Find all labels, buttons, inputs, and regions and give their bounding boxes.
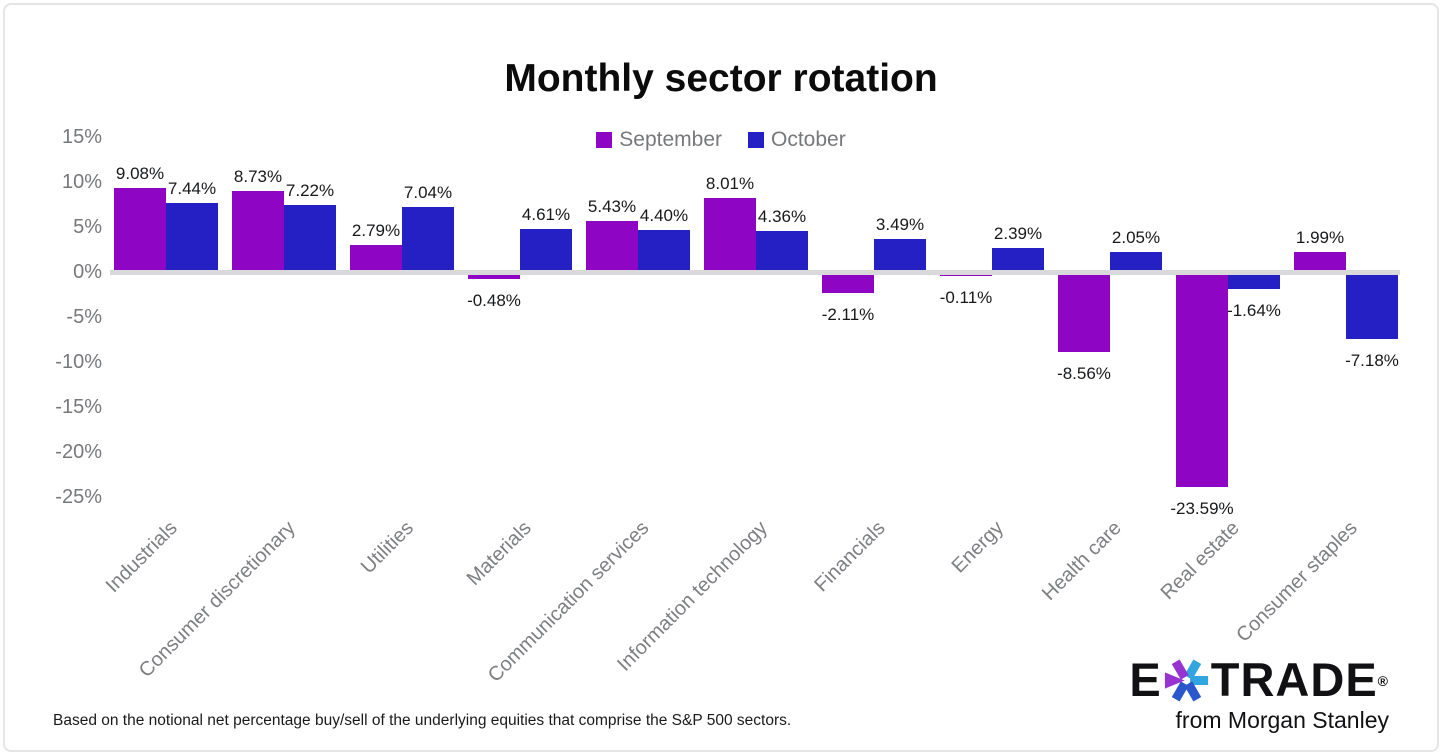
legend: September October (5, 128, 1437, 152)
bar-october-real-estate (1228, 274, 1280, 290)
bar-september-energy (940, 274, 992, 276)
category-label-consumer-staples: Consumer staples (1232, 517, 1362, 647)
value-label-october-utilities: 7.04% (403, 182, 453, 202)
chart-card: Monthly sector rotation September Octobe… (3, 3, 1439, 752)
legend-label-october: October (771, 128, 846, 151)
category-label-real-estate: Real estate (1156, 517, 1244, 605)
value-label-october-industrials: 7.44% (167, 179, 217, 199)
bar-september-industrials (114, 188, 166, 270)
brand-word-trade: TRADE (1210, 653, 1378, 706)
legend-label-september: September (619, 128, 723, 151)
bar-september-materials (468, 274, 520, 279)
value-label-october-energy: 2.39% (993, 224, 1043, 244)
brand-logo: E TRADE ® from Morgan Stanley (1129, 655, 1389, 734)
value-label-october-financials: 3.49% (875, 214, 925, 234)
bar-september-consumer-staples (1294, 252, 1346, 270)
footnote: Based on the notional net percentage buy… (53, 712, 792, 729)
bar-october-consumer-discretionary (284, 205, 336, 270)
bar-september-information-technology (704, 197, 756, 270)
y-axis-tick-label: -15% (55, 396, 102, 419)
bar-october-consumer-staples (1346, 274, 1398, 340)
value-label-october-consumer-staples: -7.18% (1345, 351, 1399, 371)
bar-september-utilities (350, 244, 402, 270)
registered-mark: ® (1377, 673, 1389, 689)
value-label-september-industrials: 9.08% (115, 164, 165, 184)
value-label-september-real-estate: -23.59% (1170, 498, 1234, 518)
bar-october-energy (992, 248, 1044, 270)
bar-september-consumer-discretionary (232, 191, 284, 270)
value-label-september-financials: -2.11% (821, 305, 875, 325)
etrade-asterisk-icon (1164, 659, 1208, 701)
category-label-industrials: Industrials (101, 517, 182, 598)
value-label-september-utilities: 2.79% (351, 220, 401, 240)
value-label-september-information-technology: 8.01% (705, 173, 755, 193)
value-label-october-real-estate: -1.64% (1227, 301, 1281, 321)
value-label-september-energy: -0.11% (939, 287, 993, 307)
brand-wordmark: E TRADE ® (1129, 655, 1389, 705)
plot-area: 15% 10% 5% 0% -5% -10% -15% -20% -25% 9.08% 7.44% I… (5, 5, 1437, 750)
value-label-october-materials: 4.61% (521, 204, 571, 224)
bar-september-real-estate (1176, 274, 1228, 487)
category-label-health-care: Health care (1037, 517, 1126, 605)
value-label-october-consumer-discretionary: 7.22% (285, 181, 335, 201)
y-axis-tick-label: 5% (73, 216, 102, 239)
bar-october-health-care (1110, 251, 1162, 270)
bar-october-utilities (402, 206, 454, 270)
bar-october-information-technology (756, 230, 808, 270)
brand-letter-e: E (1129, 653, 1162, 706)
y-axis-tick-label: 15% (61, 126, 102, 149)
y-axis-tick-label: 10% (61, 171, 102, 194)
category-label-utilities: Utilities (356, 517, 418, 579)
y-axis-tick-label: -20% (55, 441, 102, 464)
value-label-september-health-care: -8.56% (1057, 363, 1111, 383)
bar-october-materials (520, 228, 572, 270)
chart-title: Monthly sector rotation (504, 57, 938, 100)
y-axis-tick-label: -10% (55, 351, 102, 374)
bar-september-communication-services (586, 221, 638, 270)
value-label-october-health-care: 2.05% (1111, 227, 1161, 247)
bar-october-industrials (166, 203, 218, 270)
value-label-october-communication-services: 4.40% (639, 206, 689, 226)
legend-item-october: October (748, 128, 846, 152)
bar-september-health-care (1058, 274, 1110, 352)
legend-swatch-october-icon (748, 132, 765, 148)
category-label-materials: Materials (462, 517, 536, 590)
value-label-september-materials: -0.48% (467, 290, 521, 310)
legend-item-september: September (596, 128, 722, 152)
bar-october-communication-services (638, 230, 690, 270)
y-axis-tick-label: -25% (55, 486, 102, 509)
legend-swatch-september-icon (596, 132, 613, 148)
value-label-october-information-technology: 4.36% (757, 206, 807, 226)
bar-october-financials (874, 238, 926, 270)
y-axis-tick-label: 0% (73, 261, 102, 284)
zero-axis-line (110, 270, 1400, 275)
value-label-september-consumer-staples: 1.99% (1295, 228, 1345, 248)
value-label-september-communication-services: 5.43% (587, 197, 637, 217)
value-label-september-consumer-discretionary: 8.73% (233, 167, 283, 187)
bar-september-financials (822, 274, 874, 294)
y-axis-tick-label: -5% (66, 306, 102, 329)
brand-tagline: from Morgan Stanley (1175, 707, 1389, 733)
category-label-financials: Financials (810, 517, 890, 597)
category-label-energy: Energy (947, 517, 1008, 578)
